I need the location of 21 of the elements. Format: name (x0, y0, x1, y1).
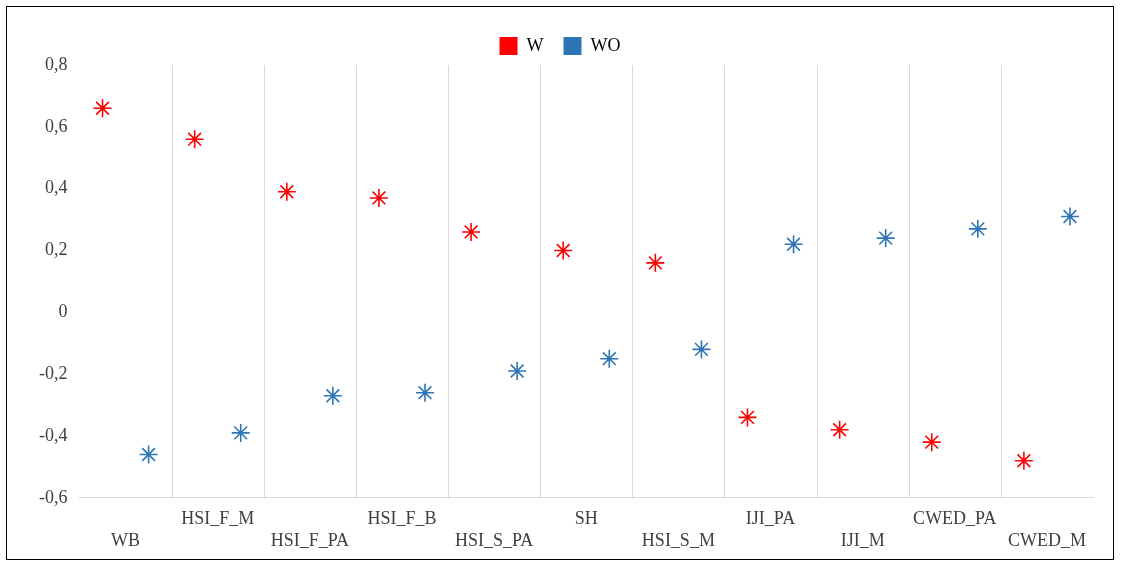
x-tick-label: HSI_F_PA (270, 529, 350, 550)
x-tick-label: IJI_PA (745, 508, 796, 529)
y-tick-label: 0,4 (44, 177, 68, 198)
x-tick-label: HSI_S_PA (454, 529, 534, 550)
y-tick-label: 0 (58, 301, 68, 322)
y-tick-label: 0,8 (44, 53, 68, 74)
y-tick-label: -0,2 (38, 362, 68, 383)
x-tick-label: CWED_PA (913, 508, 997, 529)
legend-label: W (526, 34, 544, 55)
y-tick-label: -0,6 (38, 486, 68, 507)
x-tick-label: IJI_M (840, 529, 885, 550)
x-tick-label: SH (574, 508, 598, 529)
y-tick-label: 0,6 (44, 115, 68, 136)
x-tick-label: HSI_F_B (367, 508, 437, 529)
x-tick-label: WB (111, 529, 141, 550)
x-tick-label: CWED_M (1007, 529, 1086, 550)
x-tick-label: HSI_S_M (641, 529, 715, 550)
x-tick-label: HSI_F_M (181, 508, 255, 529)
legend-label: WO (590, 34, 621, 55)
y-tick-label: -0,4 (38, 424, 68, 445)
y-tick-label: 0,2 (44, 239, 68, 260)
